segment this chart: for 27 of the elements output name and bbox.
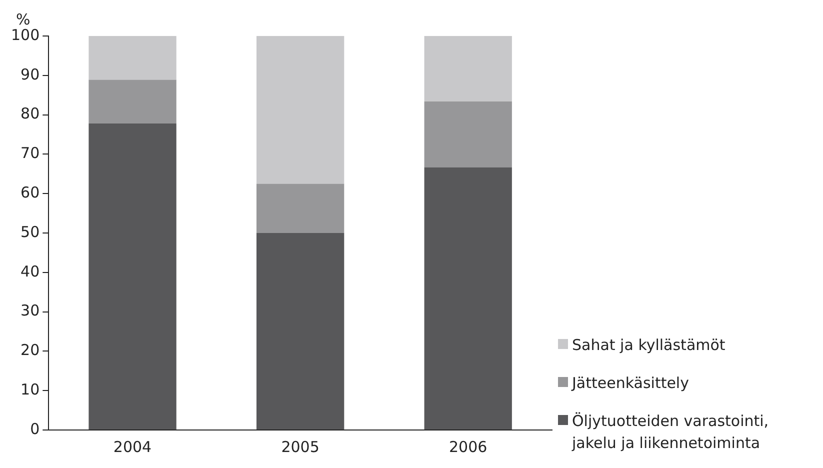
y-tick-label: 60: [20, 183, 40, 202]
y-tick-label: 90: [20, 65, 40, 84]
y-tick-label: 0: [30, 420, 40, 438]
legend-label: Sahat ja kyllästämöt: [572, 335, 726, 356]
bar: [256, 36, 344, 184]
y-tick-label: 80: [20, 104, 40, 123]
bar: [88, 80, 176, 124]
y-tick-label: 40: [20, 262, 40, 280]
y-axis-title: %: [16, 10, 30, 28]
x-tick-label: 2004: [113, 438, 152, 456]
bar: [424, 101, 512, 168]
bar: [256, 184, 344, 233]
x-tick-label: 2005: [281, 438, 320, 456]
y-tick-label: 100: [10, 26, 40, 44]
bar: [256, 233, 344, 430]
bar: [88, 123, 176, 430]
legend-label: Öljytuotteiden varastointi, jakelu ja liikennetoiminta: [572, 411, 770, 454]
y-tick-label: 70: [20, 144, 40, 162]
y-tick-label: 20: [20, 341, 40, 360]
legend-label: Jätteenkäsittely: [572, 373, 689, 394]
y-tick-label: 50: [20, 222, 40, 241]
x-tick-label: 2006: [449, 438, 488, 456]
y-tick-label: 30: [20, 302, 40, 320]
bar: [424, 36, 512, 102]
bar: [88, 36, 176, 80]
bar: [424, 167, 512, 430]
y-tick-label: 10: [20, 380, 40, 398]
